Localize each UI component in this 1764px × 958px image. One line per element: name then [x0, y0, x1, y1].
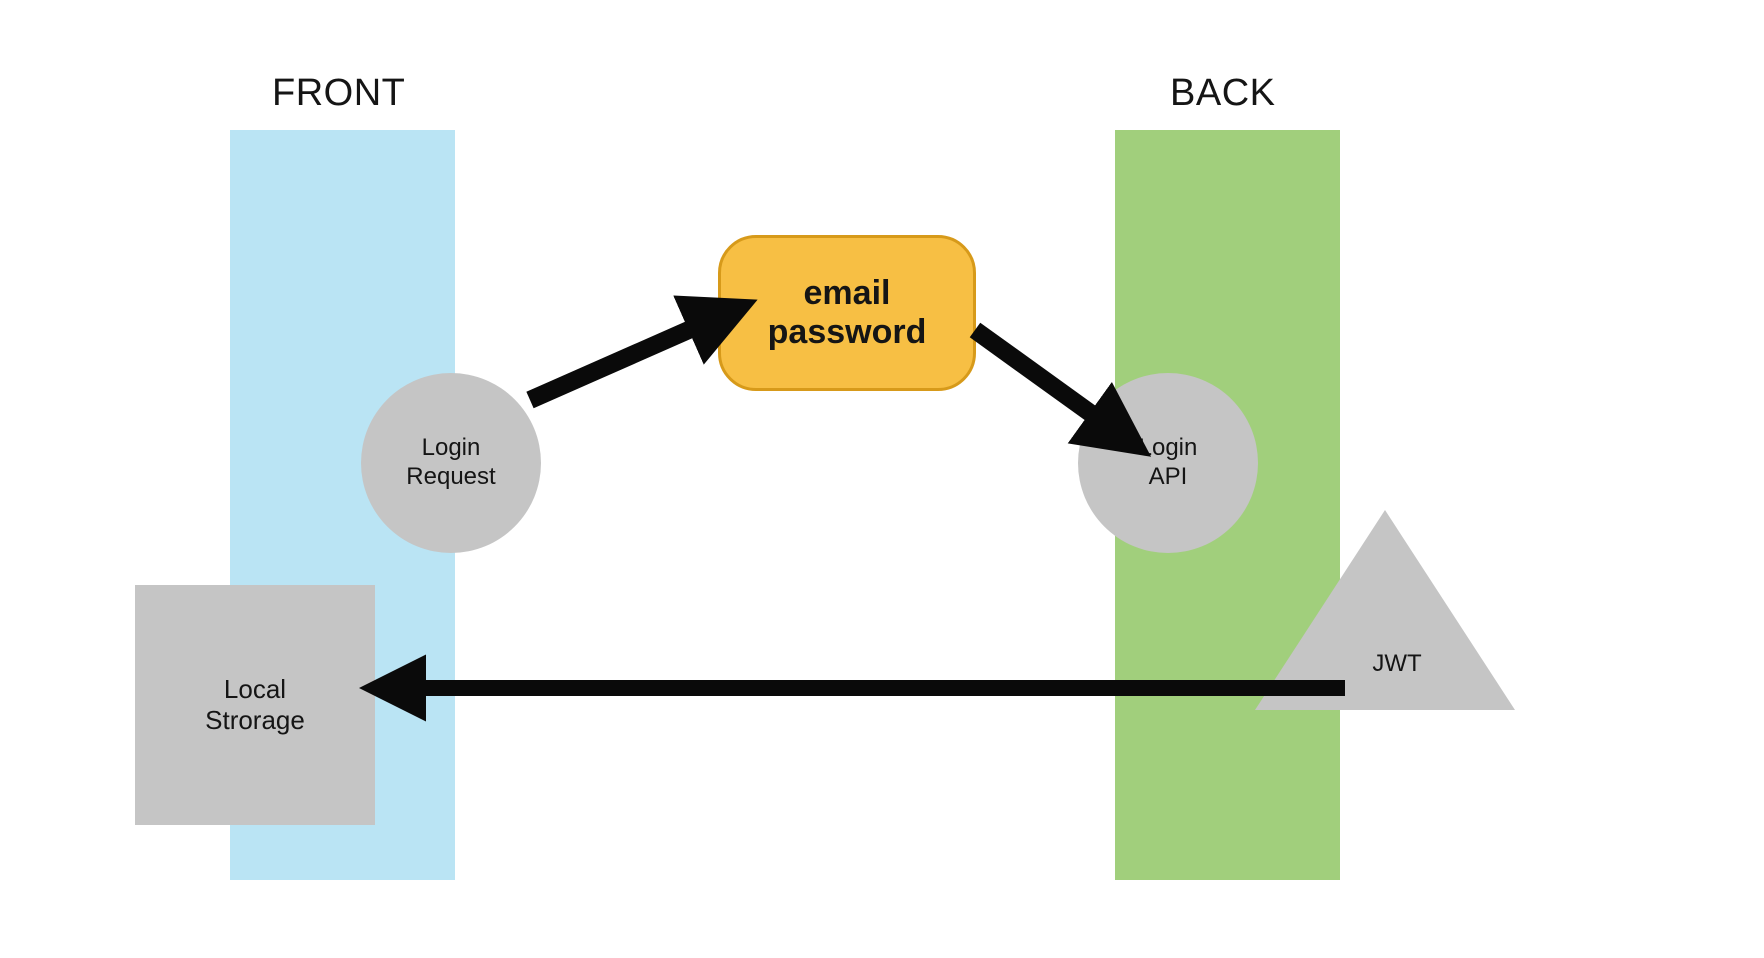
diagram-canvas: FRONT BACK Local Strorage Login Request …	[0, 0, 1764, 958]
arrow-jwt-to-storage	[0, 0, 1764, 958]
